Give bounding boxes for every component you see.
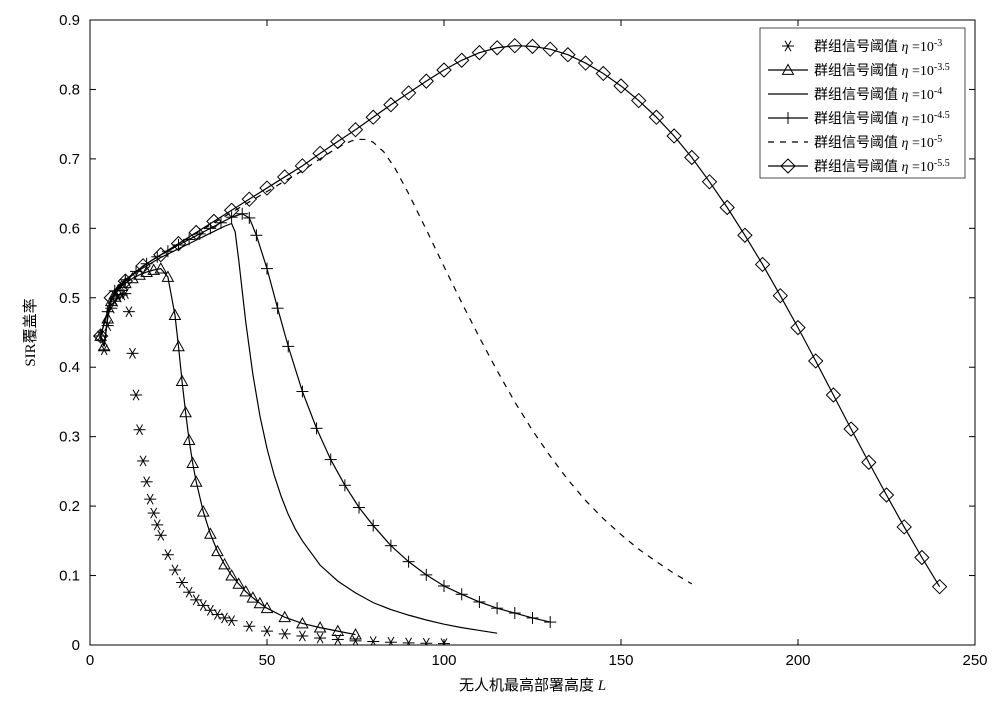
- xtick-label: 250: [962, 652, 987, 669]
- xtick-label: 200: [785, 652, 810, 669]
- x-axis-label: 无人机最高部署高度 L: [459, 677, 606, 694]
- ytick-label: 0: [72, 637, 80, 654]
- ytick-label: 0.9: [59, 12, 80, 29]
- series-s2: [95, 263, 361, 639]
- ytick-label: 0.4: [59, 359, 80, 376]
- xtick-label: 50: [259, 652, 276, 669]
- legend-label: 群组信号阈值 η =10-4.5: [814, 110, 950, 127]
- xtick-label: 100: [431, 652, 456, 669]
- legend-label: 群组信号阈值 η =10-5: [814, 134, 942, 151]
- series-line: [101, 214, 551, 622]
- legend-label: 群组信号阈值 η =10-5.5: [814, 158, 950, 175]
- xtick-label: 0: [86, 652, 94, 669]
- ytick-label: 0.5: [59, 290, 80, 307]
- series-s5: [101, 139, 692, 583]
- legend-label: 群组信号阈值 η =10-3: [814, 38, 942, 55]
- chart-container: 0 50 100 150 200 250 0 0.1 0.2 0.3 0.4 0.5 0.6 0.7 0.8…: [0, 0, 1000, 706]
- series-s3: [101, 223, 497, 633]
- ytick-label: 0.2: [59, 498, 80, 515]
- series-line: [101, 139, 692, 583]
- y-axis-label: SIR覆盖率: [22, 298, 39, 366]
- legend-label: 群组信号阈值 η =10-3.5: [814, 62, 950, 79]
- series-line: [101, 223, 497, 633]
- legend-label: 群组信号阈值 η =10-4: [814, 86, 942, 103]
- xtick-label: 150: [608, 652, 633, 669]
- ytick-label: 0.6: [59, 220, 80, 237]
- ytick-label: 0.7: [59, 151, 80, 168]
- ytick-label: 0.3: [59, 429, 80, 446]
- ytick-label: 0.1: [59, 568, 80, 585]
- ytick-label: 0.8: [59, 81, 80, 98]
- series-s4: [95, 208, 557, 628]
- chart-svg: 0 50 100 150 200 250 0 0.1 0.2 0.3 0.4 0.5 0.6 0.7 0.8…: [0, 0, 1000, 706]
